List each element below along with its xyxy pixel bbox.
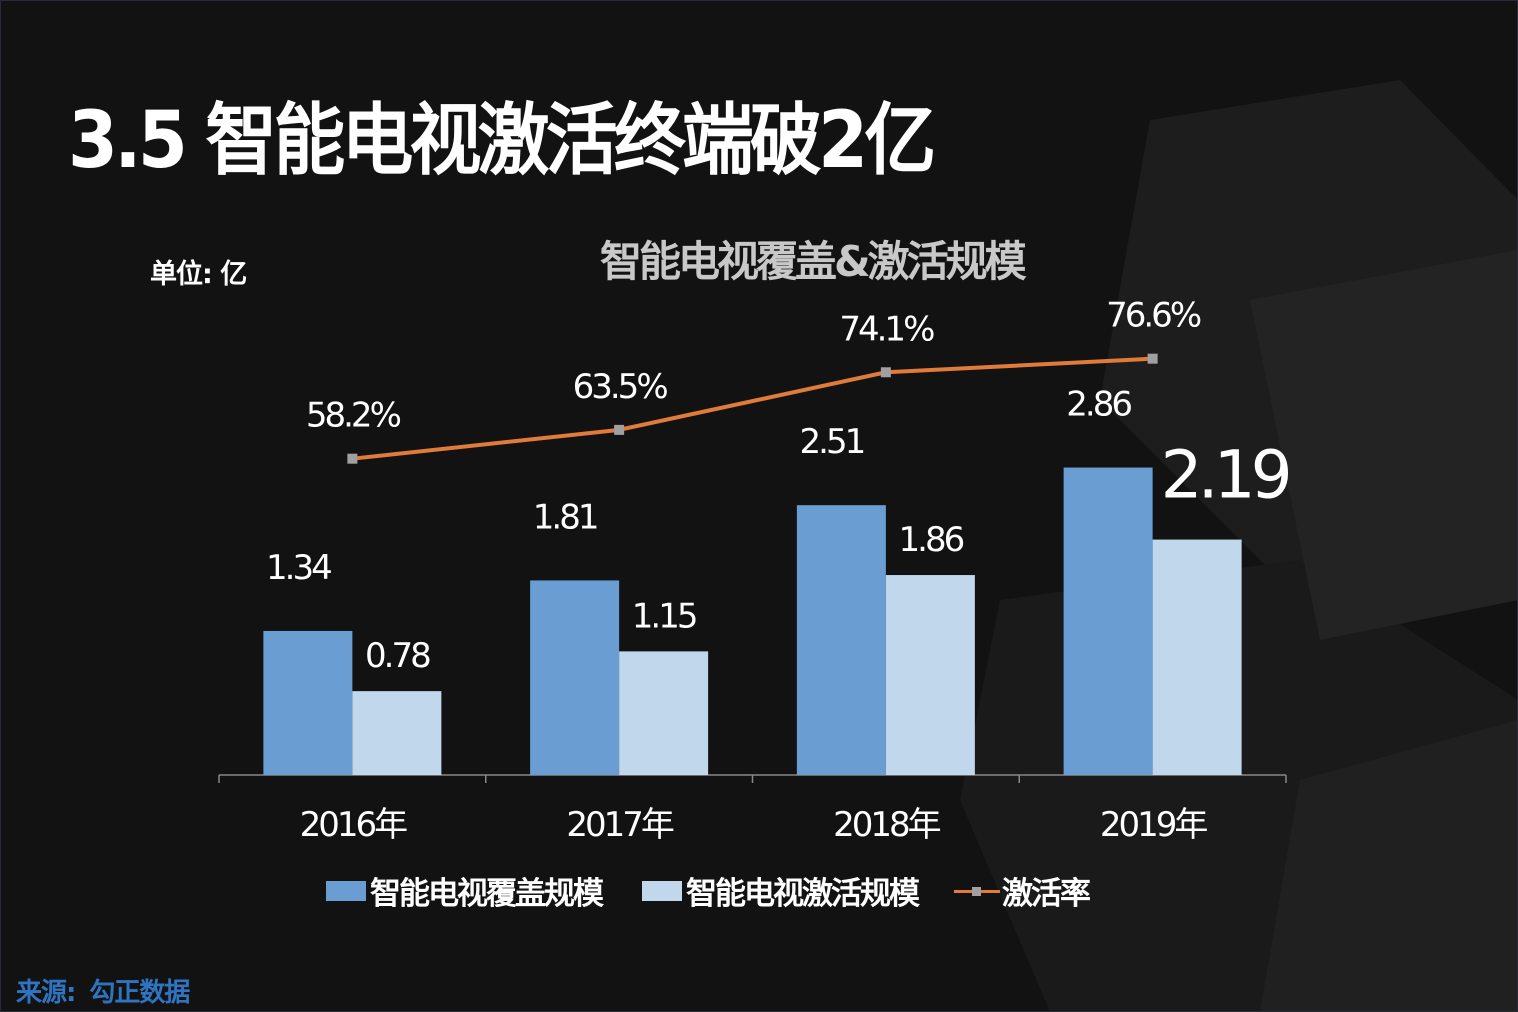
bar-coverage bbox=[263, 630, 353, 775]
source-note: 来源: 勾正数据 bbox=[16, 972, 203, 1009]
bar-coverage bbox=[1063, 467, 1153, 775]
marker-rate bbox=[614, 424, 625, 435]
legend-swatch-coverage bbox=[326, 880, 366, 901]
bar-activation bbox=[885, 575, 975, 775]
legend-item-coverage: 智能电视覆盖规模 bbox=[326, 868, 604, 913]
chart-title: 智能电视覆盖&激活规模 bbox=[600, 237, 1027, 286]
marker-rate bbox=[1147, 353, 1158, 364]
x-tick-label: 2016年 bbox=[300, 805, 408, 845]
label-rate: 58.2% bbox=[306, 396, 401, 436]
legend-item-rate: 激活率 bbox=[954, 868, 1091, 913]
page-title: 3.5 智能电视激活终端破2亿 bbox=[68, 96, 936, 186]
legend-label-coverage: 智能电视覆盖规模 bbox=[370, 876, 604, 912]
source-value: 勾正数据 bbox=[89, 978, 190, 1008]
legend-swatch-rate bbox=[954, 881, 1000, 901]
marker-rate bbox=[347, 453, 358, 464]
bar-activation bbox=[1152, 539, 1242, 775]
label-coverage: 2.51 bbox=[800, 422, 864, 462]
label-activation: 1.15 bbox=[632, 596, 696, 636]
marker-rate bbox=[880, 367, 891, 378]
bar-activation bbox=[352, 691, 442, 775]
line-rate bbox=[352, 356, 1153, 461]
unit-label: 单位: 亿 bbox=[150, 259, 247, 290]
label-coverage: 1.34 bbox=[266, 548, 331, 588]
label-rate: 76.6% bbox=[1106, 296, 1201, 336]
bar-coverage bbox=[796, 505, 886, 775]
legend-label-activation: 智能电视激活规模 bbox=[686, 876, 920, 912]
label-rate: 74.1% bbox=[839, 309, 934, 349]
source-label: 来源: bbox=[16, 978, 76, 1008]
legend-swatch-activation bbox=[642, 880, 682, 901]
x-tick-label: 2019年 bbox=[1100, 805, 1208, 845]
bar-activation bbox=[619, 651, 709, 775]
x-tick-label: 2018年 bbox=[833, 805, 941, 845]
legend-label-rate: 激活率 bbox=[1002, 876, 1091, 912]
label-coverage: 1.81 bbox=[533, 497, 597, 537]
legend-item-activation: 智能电视激活规模 bbox=[642, 868, 920, 913]
label-activation: 0.78 bbox=[365, 636, 430, 676]
label-activation: 2.19 bbox=[1161, 437, 1289, 514]
label-activation: 1.86 bbox=[899, 520, 964, 560]
bar-coverage bbox=[530, 580, 620, 775]
label-rate: 63.5% bbox=[573, 367, 668, 407]
x-tick-label: 2017年 bbox=[566, 805, 674, 845]
label-coverage: 2.86 bbox=[1066, 385, 1131, 425]
